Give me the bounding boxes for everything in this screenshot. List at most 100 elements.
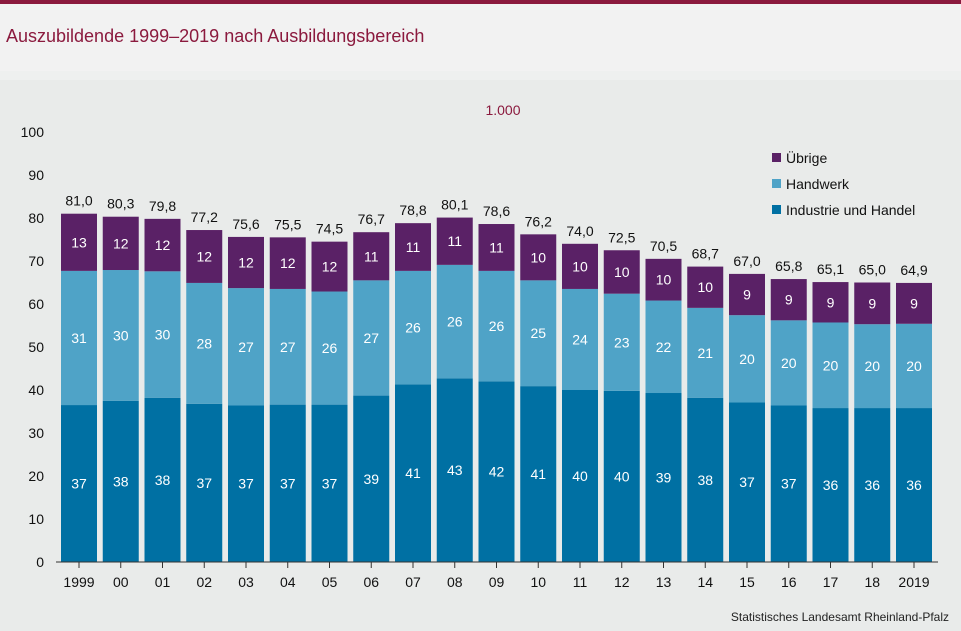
x-tick-label: 10	[530, 574, 546, 590]
segment-value-label: 26	[489, 318, 505, 334]
bar-segment-industrie-und-handel	[353, 395, 390, 562]
bar-segment-handwerk	[687, 307, 724, 398]
bar-segment-industrie-und-handel	[603, 390, 640, 562]
x-tick-label: 11	[573, 574, 588, 590]
bar-total-label: 65,1	[817, 261, 844, 277]
segment-value-label: 37	[280, 475, 296, 491]
segment-value-label: 41	[530, 466, 546, 482]
y-tick-label: 40	[28, 382, 44, 398]
bar-total-label: 79,8	[149, 198, 176, 214]
bar-total-label: 74,0	[566, 223, 593, 239]
x-tick-label: 01	[155, 574, 171, 590]
bar-segment-industrie-und-handel	[478, 381, 515, 562]
segment-value-label: 28	[196, 335, 212, 351]
segment-value-label: 37	[196, 475, 212, 491]
bar-segment--brige	[436, 217, 473, 265]
bar-segment-handwerk	[645, 300, 682, 394]
x-tick-label: 15	[739, 574, 755, 590]
segment-value-label: 40	[572, 468, 588, 484]
segment-value-label: 41	[405, 465, 421, 481]
segment-value-label: 27	[363, 330, 379, 346]
bar-total-label: 75,6	[232, 216, 259, 232]
segment-value-label: 39	[656, 470, 672, 486]
bar-total-label: 81,0	[65, 193, 92, 209]
bar-segment-industrie-und-handel	[102, 400, 139, 562]
bar-segment-industrie-und-handel	[269, 404, 306, 562]
y-tick-label: 50	[28, 339, 44, 355]
bar-total-label: 67,0	[733, 253, 760, 269]
x-tick-label: 09	[489, 574, 505, 590]
legend-swatch	[772, 205, 781, 214]
segment-value-label: 20	[864, 358, 880, 374]
bar-total-label: 74,5	[316, 221, 343, 237]
x-tick-label: 16	[781, 574, 797, 590]
bar-segment--brige	[102, 216, 139, 271]
y-tick-label: 70	[28, 253, 44, 269]
y-tick-label: 90	[28, 167, 44, 183]
bar-segment--brige	[770, 279, 807, 321]
bar-total-label: 80,1	[441, 197, 468, 213]
bar-segment-industrie-und-handel	[186, 403, 223, 562]
segment-value-label: 10	[572, 258, 588, 274]
segment-value-label: 31	[71, 330, 87, 346]
x-tick-label: 17	[823, 574, 839, 590]
y-tick-label: 0	[36, 554, 44, 570]
segment-value-label: 37	[238, 476, 254, 492]
bar-total-label: 78,8	[399, 202, 426, 218]
y-tick-label: 100	[21, 124, 45, 140]
bar-segment-handwerk	[812, 322, 849, 409]
y-tick-label: 10	[28, 511, 44, 527]
segment-value-label: 20	[739, 351, 755, 367]
bar-total-label: 75,5	[274, 216, 301, 232]
segment-value-label: 20	[906, 358, 922, 374]
x-tick-label: 08	[447, 574, 463, 590]
bar-segment-industrie-und-handel	[687, 397, 724, 562]
segment-value-label: 10	[530, 249, 546, 265]
segment-value-label: 25	[530, 325, 546, 341]
bar-total-label: 72,5	[608, 229, 635, 245]
legend-swatch	[772, 179, 781, 188]
x-tick-label: 06	[363, 574, 379, 590]
segment-value-label: 9	[785, 292, 793, 308]
bar-segment--brige	[311, 241, 348, 292]
segment-value-label: 10	[697, 279, 713, 295]
bar-segment-industrie-und-handel	[812, 408, 849, 562]
bar-segment-handwerk	[896, 323, 932, 409]
bar-segment--brige	[645, 258, 682, 301]
bar-total-label: 76,7	[358, 211, 385, 227]
bar-segment--brige	[562, 243, 598, 289]
bar-segment--brige	[395, 223, 431, 271]
segment-value-label: 13	[71, 234, 87, 250]
bar-segment--brige	[520, 234, 557, 281]
bar-total-label: 80,3	[107, 196, 134, 212]
bar-segment-industrie-und-handel	[896, 408, 932, 562]
segment-value-label: 9	[743, 287, 751, 303]
segment-value-label: 12	[280, 255, 296, 271]
unit-label: 1.000	[485, 102, 520, 118]
bar-segment-handwerk	[603, 293, 640, 391]
bar-segment-industrie-und-handel	[395, 384, 431, 562]
segment-value-label: 27	[280, 339, 296, 355]
segment-value-label: 9	[827, 294, 835, 310]
segment-value-label: 40	[614, 468, 630, 484]
bar-segment--brige	[353, 232, 390, 281]
bar-segment-industrie-und-handel	[228, 405, 264, 562]
segment-value-label: 26	[447, 314, 463, 330]
segment-value-label: 37	[739, 474, 755, 490]
bar-segment-handwerk	[228, 288, 264, 406]
x-tick-label: 05	[322, 574, 338, 590]
bar-segment-handwerk	[854, 324, 891, 409]
x-tick-label: 04	[280, 574, 296, 590]
segment-value-label: 36	[906, 477, 922, 493]
bar-segment-handwerk	[520, 280, 557, 387]
bar-segment--brige	[228, 236, 264, 289]
segment-value-label: 23	[614, 334, 630, 350]
bar-total-label: 68,7	[692, 246, 719, 262]
segment-value-label: 26	[405, 320, 421, 336]
bar-segment-handwerk	[729, 315, 765, 403]
bar-segment-handwerk	[353, 280, 390, 396]
bar-segment-handwerk	[770, 320, 807, 406]
segment-value-label: 38	[155, 472, 171, 488]
bar-segment-industrie-und-handel	[144, 397, 181, 562]
